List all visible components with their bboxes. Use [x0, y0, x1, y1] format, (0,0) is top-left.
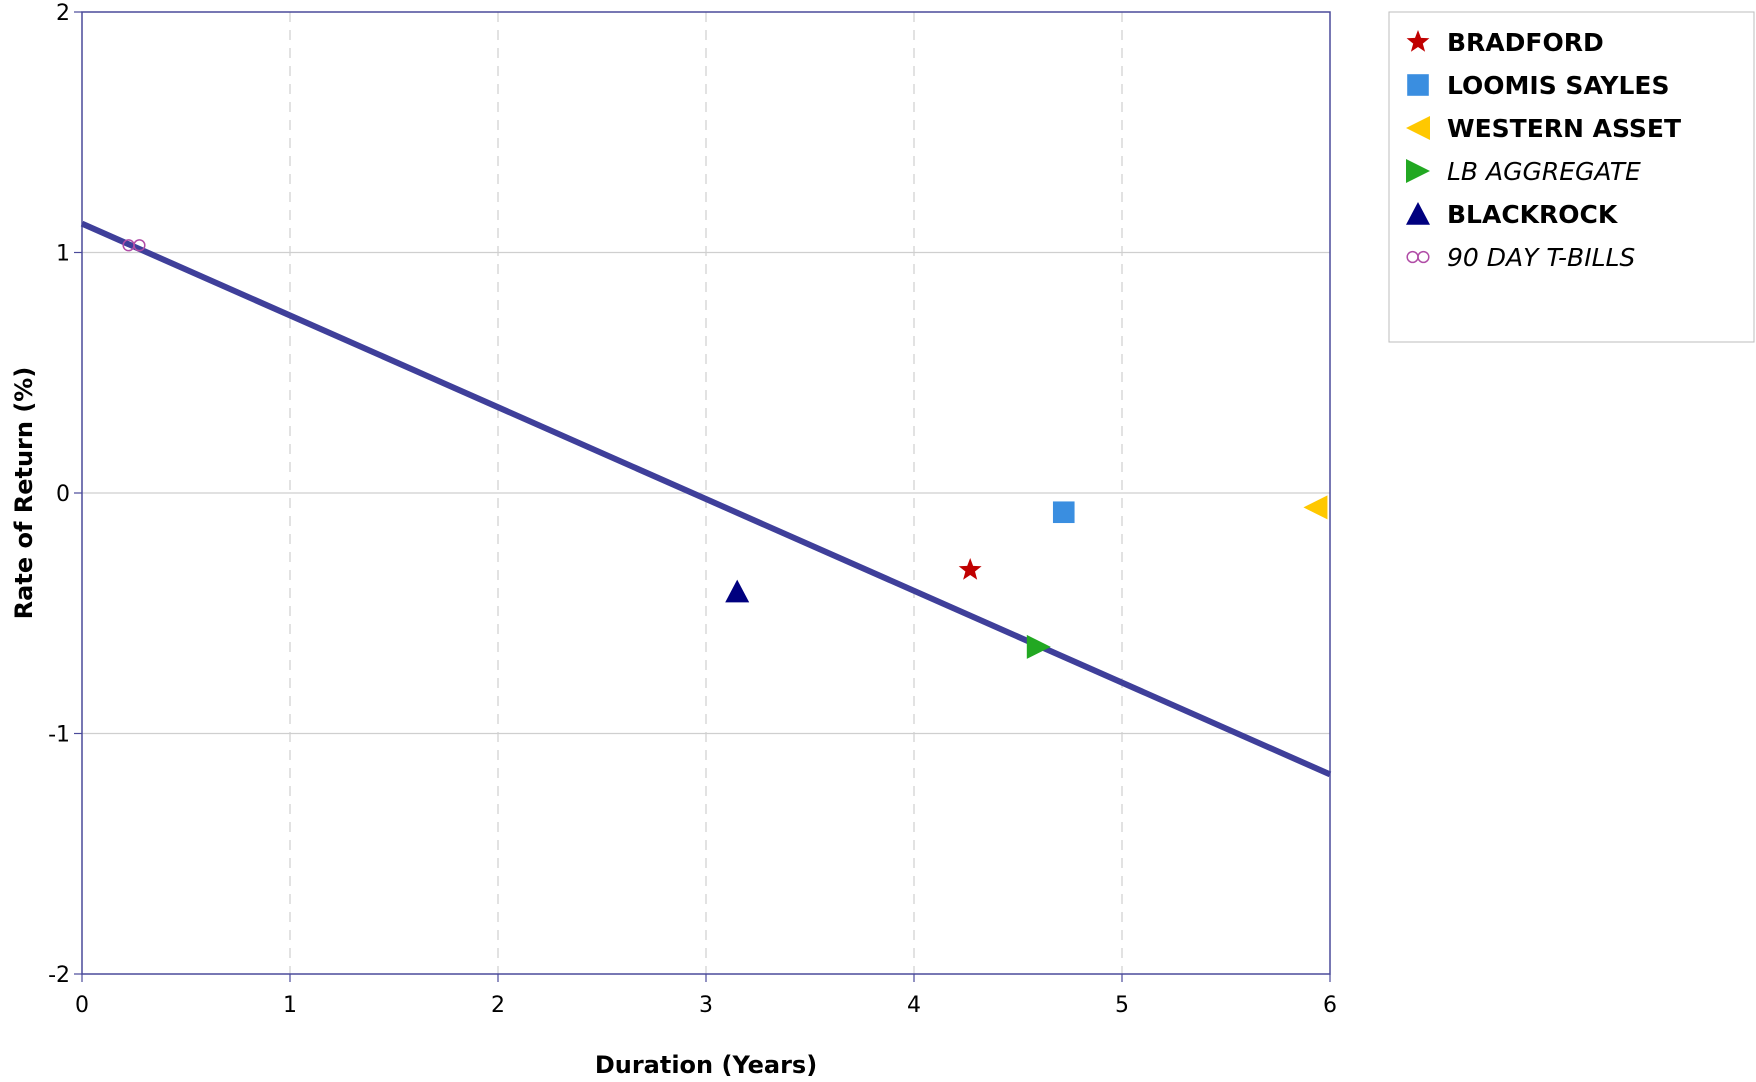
legend: BRADFORD LOOMIS SAYLES WESTERN ASSET LB AGG…: [1388, 11, 1755, 343]
x-tick-label: 5: [1115, 993, 1129, 1018]
legend-marker-90-day-t-bills: [1406, 250, 1430, 264]
x-tick-label: 4: [907, 993, 921, 1018]
legend-box: [1388, 11, 1755, 343]
legend-marker-western-asset: [1406, 116, 1430, 140]
legend-label-bradford: BRADFORD: [1447, 28, 1604, 57]
x-tick-label: 6: [1323, 993, 1337, 1018]
x-tick-label: 3: [699, 993, 713, 1018]
point-bradford: [958, 558, 982, 580]
point-loomis-sayles: [1052, 501, 1075, 524]
legend-label-blackrock: BLACKROCK: [1447, 200, 1619, 229]
y-tick-label: -2: [48, 963, 70, 988]
legend-items: BRADFORD LOOMIS SAYLES WESTERN ASSET LB AGG…: [1406, 28, 1681, 272]
infinity-right-loop: [133, 239, 146, 252]
point-90-day-t-bills: [122, 239, 146, 252]
legend-marker-lb-aggregate: [1406, 159, 1430, 183]
legend-label-western-asset: WESTERN ASSET: [1447, 114, 1681, 143]
legend-label-lb-aggregate: LB AGGREGATE: [1447, 157, 1641, 186]
x-tick-label: 2: [491, 993, 505, 1018]
y-tick-label: -1: [48, 723, 70, 748]
point-lb-aggregate: [1026, 634, 1051, 659]
legend-label-loomis-sayles: LOOMIS SAYLES: [1447, 71, 1670, 100]
axis-ticks: 0 1 2 3 4 5 6 2 1 0 -1 -2: [48, 1, 1337, 1018]
trendline: [80, 220, 1332, 778]
legend-label-90-day-t-bills: 90 DAY T-BILLS: [1447, 243, 1635, 272]
point-blackrock: [725, 579, 750, 603]
y-tick-label: 2: [56, 1, 70, 26]
x-tick-label: 0: [75, 993, 89, 1018]
x-axis-title: Duration (Years): [595, 1051, 817, 1079]
y-axis-title: Rate of Return (%): [10, 367, 38, 620]
legend-marker-bradford: [1406, 30, 1430, 52]
y-tick-label: 1: [56, 242, 70, 267]
legend-marker-blackrock: [1406, 202, 1430, 225]
data-points: [122, 239, 1328, 659]
trendline-group: [80, 220, 1332, 778]
infinity-right-loop: [1417, 250, 1430, 264]
y-tick-label: 0: [56, 482, 70, 507]
grid-lines: [82, 12, 1330, 974]
point-western-asset: [1303, 495, 1328, 520]
legend-marker-loomis-sayles: [1407, 74, 1429, 96]
x-tick-label: 1: [283, 993, 297, 1018]
